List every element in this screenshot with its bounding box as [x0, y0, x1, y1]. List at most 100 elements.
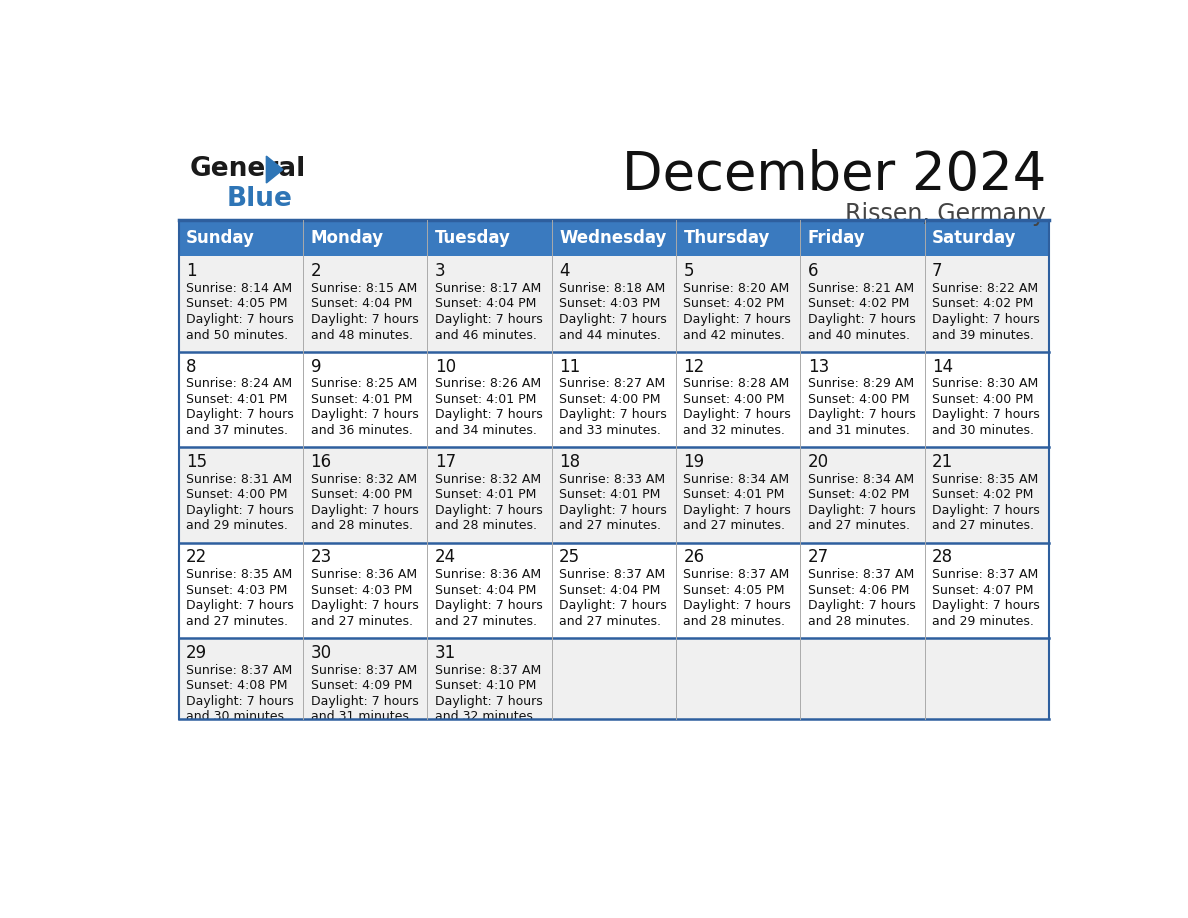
- Text: and 29 minutes.: and 29 minutes.: [933, 615, 1034, 628]
- Text: and 27 minutes.: and 27 minutes.: [933, 520, 1034, 532]
- Text: Daylight: 7 hours: Daylight: 7 hours: [808, 504, 916, 517]
- Text: and 28 minutes.: and 28 minutes.: [683, 615, 785, 628]
- Text: and 32 minutes.: and 32 minutes.: [435, 711, 537, 723]
- Text: and 28 minutes.: and 28 minutes.: [808, 615, 910, 628]
- Text: Sunrise: 8:35 AM: Sunrise: 8:35 AM: [933, 473, 1038, 486]
- Text: Sunset: 4:10 PM: Sunset: 4:10 PM: [435, 679, 536, 692]
- Text: Thursday: Thursday: [683, 230, 770, 247]
- Text: and 44 minutes.: and 44 minutes.: [560, 329, 661, 341]
- Text: Sunset: 4:05 PM: Sunset: 4:05 PM: [187, 297, 287, 310]
- Text: Sunrise: 8:36 AM: Sunrise: 8:36 AM: [435, 568, 541, 581]
- Text: Sunrise: 8:32 AM: Sunrise: 8:32 AM: [310, 473, 417, 486]
- Text: and 27 minutes.: and 27 minutes.: [808, 520, 910, 532]
- Text: 29: 29: [187, 644, 208, 662]
- Text: Sunset: 4:07 PM: Sunset: 4:07 PM: [933, 584, 1034, 597]
- Text: Sunrise: 8:17 AM: Sunrise: 8:17 AM: [435, 282, 541, 295]
- Text: Daylight: 7 hours: Daylight: 7 hours: [435, 695, 543, 708]
- Text: Sunset: 4:03 PM: Sunset: 4:03 PM: [310, 584, 412, 597]
- Text: Sunset: 4:01 PM: Sunset: 4:01 PM: [683, 488, 785, 501]
- Text: Sunrise: 8:30 AM: Sunrise: 8:30 AM: [933, 377, 1038, 390]
- Text: Daylight: 7 hours: Daylight: 7 hours: [187, 409, 293, 421]
- Text: Sunset: 4:06 PM: Sunset: 4:06 PM: [808, 584, 909, 597]
- Text: Sunrise: 8:14 AM: Sunrise: 8:14 AM: [187, 282, 292, 295]
- Text: Daylight: 7 hours: Daylight: 7 hours: [310, 409, 418, 421]
- Text: 7: 7: [933, 263, 942, 280]
- Text: Sunrise: 8:20 AM: Sunrise: 8:20 AM: [683, 282, 790, 295]
- Text: Sunset: 4:00 PM: Sunset: 4:00 PM: [187, 488, 287, 501]
- Bar: [179, 219, 1049, 256]
- Text: Daylight: 7 hours: Daylight: 7 hours: [310, 695, 418, 708]
- Text: Sunrise: 8:15 AM: Sunrise: 8:15 AM: [310, 282, 417, 295]
- Text: Daylight: 7 hours: Daylight: 7 hours: [187, 695, 293, 708]
- Text: Daylight: 7 hours: Daylight: 7 hours: [683, 504, 791, 517]
- Text: Sunset: 4:00 PM: Sunset: 4:00 PM: [933, 393, 1034, 406]
- Text: and 27 minutes.: and 27 minutes.: [187, 615, 289, 628]
- Text: 27: 27: [808, 548, 829, 566]
- Text: and 27 minutes.: and 27 minutes.: [683, 520, 785, 532]
- Text: Daylight: 7 hours: Daylight: 7 hours: [933, 599, 1040, 612]
- Text: Sunrise: 8:24 AM: Sunrise: 8:24 AM: [187, 377, 292, 390]
- Text: Sunrise: 8:18 AM: Sunrise: 8:18 AM: [560, 282, 665, 295]
- Text: Sunrise: 8:37 AM: Sunrise: 8:37 AM: [560, 568, 665, 581]
- Text: and 39 minutes.: and 39 minutes.: [933, 329, 1034, 341]
- Text: 4: 4: [560, 263, 569, 280]
- Text: Sunrise: 8:34 AM: Sunrise: 8:34 AM: [808, 473, 914, 486]
- Text: Sunset: 4:02 PM: Sunset: 4:02 PM: [933, 297, 1034, 310]
- Text: Sunset: 4:08 PM: Sunset: 4:08 PM: [187, 679, 287, 692]
- Text: and 30 minutes.: and 30 minutes.: [187, 711, 289, 723]
- Text: Daylight: 7 hours: Daylight: 7 hours: [560, 599, 666, 612]
- Text: and 29 minutes.: and 29 minutes.: [187, 520, 289, 532]
- Text: and 27 minutes.: and 27 minutes.: [560, 615, 662, 628]
- Text: Sunset: 4:00 PM: Sunset: 4:00 PM: [683, 393, 785, 406]
- Text: and 34 minutes.: and 34 minutes.: [435, 424, 537, 437]
- Text: Daylight: 7 hours: Daylight: 7 hours: [683, 599, 791, 612]
- Text: Sunset: 4:04 PM: Sunset: 4:04 PM: [435, 297, 536, 310]
- Text: and 28 minutes.: and 28 minutes.: [310, 520, 412, 532]
- Text: Sunrise: 8:36 AM: Sunrise: 8:36 AM: [310, 568, 417, 581]
- Text: and 48 minutes.: and 48 minutes.: [310, 329, 412, 341]
- Text: and 28 minutes.: and 28 minutes.: [435, 520, 537, 532]
- Text: 22: 22: [187, 548, 208, 566]
- Bar: [179, 256, 1049, 352]
- Text: and 36 minutes.: and 36 minutes.: [310, 424, 412, 437]
- Text: Sunrise: 8:27 AM: Sunrise: 8:27 AM: [560, 377, 665, 390]
- Text: 3: 3: [435, 263, 446, 280]
- Text: Sunrise: 8:25 AM: Sunrise: 8:25 AM: [310, 377, 417, 390]
- Bar: [179, 543, 1049, 638]
- Text: Daylight: 7 hours: Daylight: 7 hours: [310, 599, 418, 612]
- Text: Daylight: 7 hours: Daylight: 7 hours: [933, 313, 1040, 326]
- Text: 25: 25: [560, 548, 580, 566]
- Text: and 32 minutes.: and 32 minutes.: [683, 424, 785, 437]
- Text: Daylight: 7 hours: Daylight: 7 hours: [310, 504, 418, 517]
- Text: Sunrise: 8:37 AM: Sunrise: 8:37 AM: [435, 664, 541, 677]
- Text: 26: 26: [683, 548, 704, 566]
- Text: 2: 2: [310, 263, 321, 280]
- Text: Sunrise: 8:31 AM: Sunrise: 8:31 AM: [187, 473, 292, 486]
- Text: Sunset: 4:04 PM: Sunset: 4:04 PM: [435, 584, 536, 597]
- Text: Sunset: 4:01 PM: Sunset: 4:01 PM: [310, 393, 412, 406]
- Text: Daylight: 7 hours: Daylight: 7 hours: [933, 409, 1040, 421]
- Text: Sunset: 4:02 PM: Sunset: 4:02 PM: [808, 297, 909, 310]
- Text: Sunset: 4:01 PM: Sunset: 4:01 PM: [435, 393, 536, 406]
- Text: Daylight: 7 hours: Daylight: 7 hours: [560, 409, 666, 421]
- Text: and 42 minutes.: and 42 minutes.: [683, 329, 785, 341]
- Text: Sunset: 4:09 PM: Sunset: 4:09 PM: [310, 679, 412, 692]
- Text: 10: 10: [435, 357, 456, 375]
- Text: 6: 6: [808, 263, 819, 280]
- Text: Sunrise: 8:29 AM: Sunrise: 8:29 AM: [808, 377, 914, 390]
- Text: Daylight: 7 hours: Daylight: 7 hours: [187, 599, 293, 612]
- Text: 12: 12: [683, 357, 704, 375]
- Text: 19: 19: [683, 453, 704, 471]
- Text: 21: 21: [933, 453, 953, 471]
- Text: Friday: Friday: [808, 230, 865, 247]
- Text: 18: 18: [560, 453, 580, 471]
- Text: Sunset: 4:02 PM: Sunset: 4:02 PM: [808, 488, 909, 501]
- Text: Sunrise: 8:34 AM: Sunrise: 8:34 AM: [683, 473, 790, 486]
- Text: and 27 minutes.: and 27 minutes.: [310, 615, 412, 628]
- Text: 28: 28: [933, 548, 953, 566]
- Text: and 40 minutes.: and 40 minutes.: [808, 329, 910, 341]
- Text: Sunrise: 8:37 AM: Sunrise: 8:37 AM: [933, 568, 1038, 581]
- Text: Sunset: 4:04 PM: Sunset: 4:04 PM: [310, 297, 412, 310]
- Text: Sunset: 4:00 PM: Sunset: 4:00 PM: [560, 393, 661, 406]
- Text: Sunset: 4:02 PM: Sunset: 4:02 PM: [933, 488, 1034, 501]
